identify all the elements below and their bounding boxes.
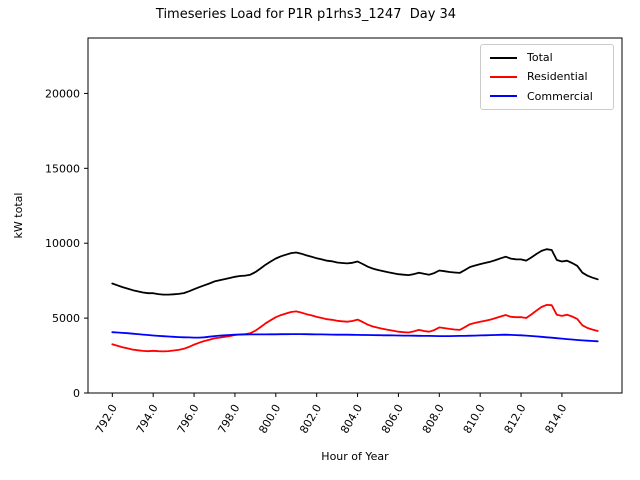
y-axis-label: kW total (12, 193, 25, 239)
y-tick-label: 0 (73, 387, 80, 400)
y-tick-label: 15000 (45, 162, 80, 175)
legend-label-residential: Residential (527, 70, 588, 84)
x-tick-label: 796.0 (175, 402, 202, 436)
x-axis-label: Hour of Year (321, 450, 389, 463)
x-tick-label: 794.0 (134, 402, 161, 436)
chart-title: Timeseries Load for P1R p1rhs3_1247 Day … (155, 7, 457, 22)
x-tick-label: 806.0 (379, 402, 406, 436)
x-tick-label: 792.0 (93, 402, 120, 436)
x-tick-label: 798.0 (216, 402, 243, 436)
x-tick-label: 808.0 (420, 402, 447, 436)
legend-item-commercial: Commercial (490, 87, 609, 106)
x-tick-label: 810.0 (461, 402, 488, 436)
legend-label-commercial: Commercial (527, 89, 593, 103)
total-line-swatch (490, 56, 517, 59)
x-tick-label: 814.0 (543, 402, 570, 436)
series-line-total (111, 248, 599, 296)
commercial-line-swatch (490, 95, 517, 98)
legend-label-total: Total (527, 51, 553, 65)
series-line-residential (111, 303, 599, 353)
y-tick-label: 10000 (45, 237, 80, 250)
y-tick-label: 20000 (45, 87, 80, 100)
residential-line-swatch (490, 75, 517, 78)
plot-area (87, 37, 623, 394)
y-tick-label: 5000 (52, 312, 80, 325)
x-tick-label: 800.0 (256, 402, 283, 436)
x-tick-label: 812.0 (502, 402, 529, 436)
legend: Total Residential Commercial (480, 44, 614, 110)
x-tick-label: 804.0 (338, 402, 365, 436)
legend-item-total: Total (490, 48, 609, 67)
x-tick-label: 802.0 (297, 402, 324, 436)
series-line-commercial (111, 331, 599, 343)
legend-item-residential: Residential (490, 67, 609, 86)
